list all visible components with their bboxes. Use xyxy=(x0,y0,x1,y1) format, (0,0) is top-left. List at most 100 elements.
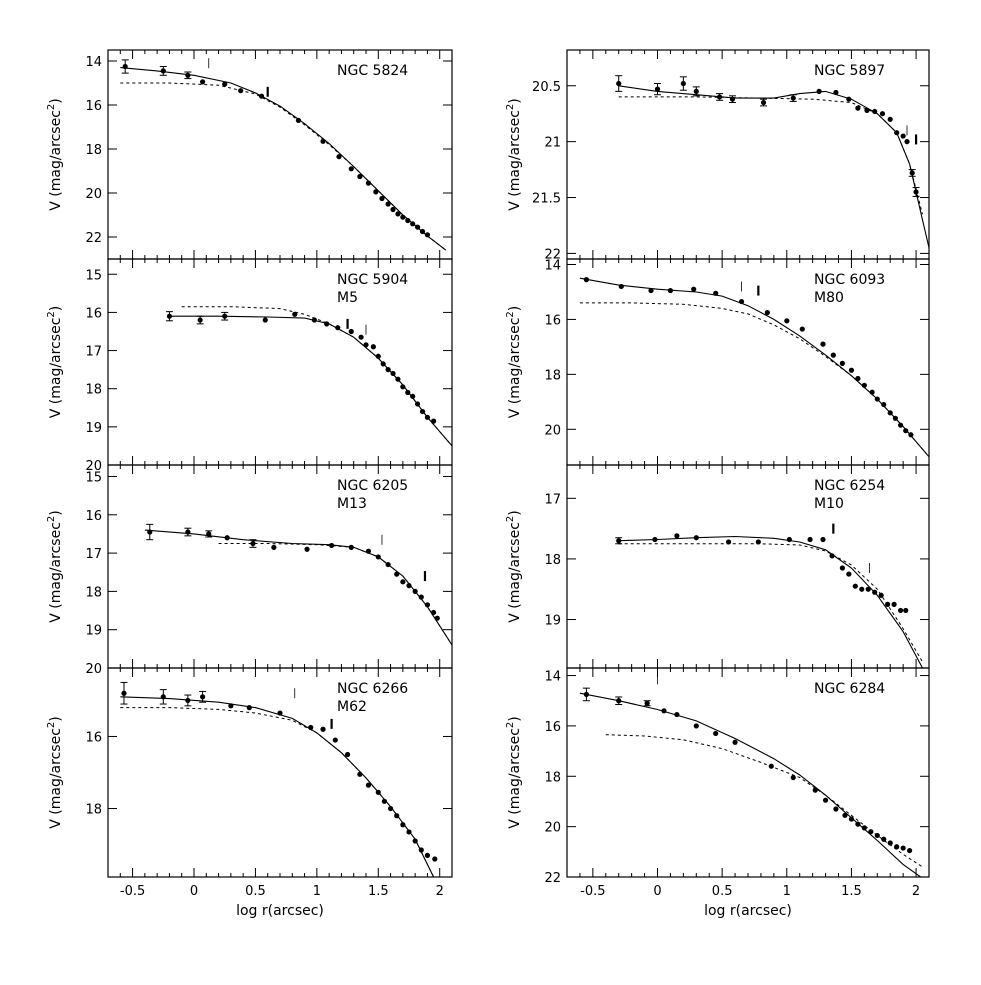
data-point xyxy=(900,133,906,139)
y-tick-label: 20.5 xyxy=(532,80,561,95)
x-tick-label: -0.5 xyxy=(580,884,605,899)
data-point xyxy=(842,812,848,818)
data-point xyxy=(357,771,363,777)
data-point xyxy=(839,360,845,366)
data-point xyxy=(147,529,153,535)
x-tick-label: 2 xyxy=(436,884,444,899)
y-tick-label: 14 xyxy=(544,670,561,685)
data-point xyxy=(903,607,909,614)
data-point xyxy=(348,166,354,172)
data-point xyxy=(764,309,770,316)
data-point xyxy=(855,821,861,827)
data-point xyxy=(271,544,277,550)
data-point xyxy=(358,334,364,340)
panel-6: 17 18 19 V (mag/arcsec2) NGC 6254 M10 xyxy=(505,464,930,669)
y-tick-label: 17 xyxy=(85,345,102,360)
data-point xyxy=(833,806,839,812)
y-axis-title-sup: 2 xyxy=(46,311,57,317)
data-point xyxy=(874,396,880,402)
panel-frame xyxy=(566,258,930,466)
y-axis-title: V (mag/arcsec2) xyxy=(46,306,64,418)
y-axis-title: V (mag/arcsec2) xyxy=(46,510,64,622)
panel-0: 14 16 18 20 22 V (mag/arcsec2) NGC 5824 xyxy=(46,49,453,260)
solid-model-curve xyxy=(618,85,929,248)
data-point xyxy=(375,554,381,560)
solid-model-curve xyxy=(618,535,923,668)
data-point xyxy=(869,389,875,395)
y-axis-title-main: V (mag/arcsec xyxy=(507,522,523,623)
y-tick-label: 18 xyxy=(544,553,561,568)
data-point xyxy=(430,418,437,424)
data-point xyxy=(390,206,396,213)
panel-frame xyxy=(566,464,930,669)
dashed-model-curve xyxy=(618,543,923,663)
data-point xyxy=(897,607,904,614)
data-point xyxy=(903,428,909,434)
y-tick-label: 14 xyxy=(544,258,561,273)
panel-5: 14 16 18 20 V (mag/arcsec2) NGC 6093 M80 xyxy=(505,258,930,466)
data-point xyxy=(861,825,867,831)
y-axis-title-main: V (mag/arcsec xyxy=(507,110,523,211)
y-tick-label: 18 xyxy=(85,803,102,818)
data-point xyxy=(434,615,440,621)
data-point xyxy=(872,589,878,595)
y-axis-title-sup: 2 xyxy=(505,722,516,728)
dashed-model-curve xyxy=(579,302,929,458)
y-axis-title-sup: 2 xyxy=(505,516,516,522)
data-point xyxy=(363,342,369,348)
y-axis-title: V (mag/arcsec2) xyxy=(505,510,523,622)
data-point xyxy=(375,789,381,795)
dashed-model-curve xyxy=(120,707,435,877)
data-point xyxy=(667,287,674,294)
y-tick-label: 16 xyxy=(85,306,102,321)
solid-model-curve xyxy=(120,696,435,877)
x-tick-label: 0.5 xyxy=(712,884,733,899)
data-point xyxy=(616,538,622,544)
data-point xyxy=(848,367,855,373)
panel-label: NGC 6093 xyxy=(814,272,885,288)
data-point xyxy=(424,414,431,420)
data-point xyxy=(405,389,411,396)
data-point xyxy=(185,529,191,535)
y-axis-title: V (mag/arcsec2) xyxy=(505,306,523,418)
data-point xyxy=(419,408,426,415)
data-point xyxy=(861,382,867,388)
y-tick-label: 18 xyxy=(544,770,561,785)
panel-label: M62 xyxy=(337,699,367,715)
y-tick-label: 16 xyxy=(544,313,561,328)
x-tick-label: 2 xyxy=(912,884,920,899)
y-tick-label: 20 xyxy=(85,187,102,202)
data-point xyxy=(332,737,338,743)
y-tick-label: 16 xyxy=(85,509,102,524)
data-point xyxy=(812,787,818,793)
panel-1: 15 16 17 18 19 20 V (mag/arcsec2) NGC 5904 M5 xyxy=(46,258,453,474)
data-point xyxy=(738,298,745,305)
y-tick-label: 18 xyxy=(85,143,102,158)
data-point xyxy=(222,313,228,319)
y-tick-label: 19 xyxy=(85,624,102,639)
y-tick-label: 15 xyxy=(85,470,102,485)
data-point xyxy=(166,313,173,319)
data-point xyxy=(390,370,396,377)
y-axis-title-main: V (mag/arcsec xyxy=(48,110,64,211)
y-tick-label: 18 xyxy=(544,368,561,383)
plot-area xyxy=(579,674,923,877)
y-axis-title: V (mag/arcsec2) xyxy=(505,98,523,210)
data-point xyxy=(852,583,858,589)
x-axis-title: log r(arcsec) xyxy=(704,903,792,919)
y-tick-label: 19 xyxy=(544,614,561,629)
data-point xyxy=(855,105,861,111)
data-point xyxy=(859,586,865,592)
panel-frame xyxy=(107,464,453,669)
data-point xyxy=(200,79,206,85)
y-axis-title-close: ) xyxy=(48,716,64,721)
panel-4: 20.5 21 21.5 22 V (mag/arcsec2) NGC 5897 xyxy=(505,49,930,262)
data-point xyxy=(246,705,252,711)
y-axis-title-close: ) xyxy=(507,98,523,103)
data-point xyxy=(833,89,839,96)
x-tick-label: 1.5 xyxy=(368,884,389,899)
y-tick-label: 15 xyxy=(85,268,102,283)
data-point xyxy=(891,601,897,607)
y-axis-title: V (mag/arcsec2) xyxy=(505,716,523,828)
